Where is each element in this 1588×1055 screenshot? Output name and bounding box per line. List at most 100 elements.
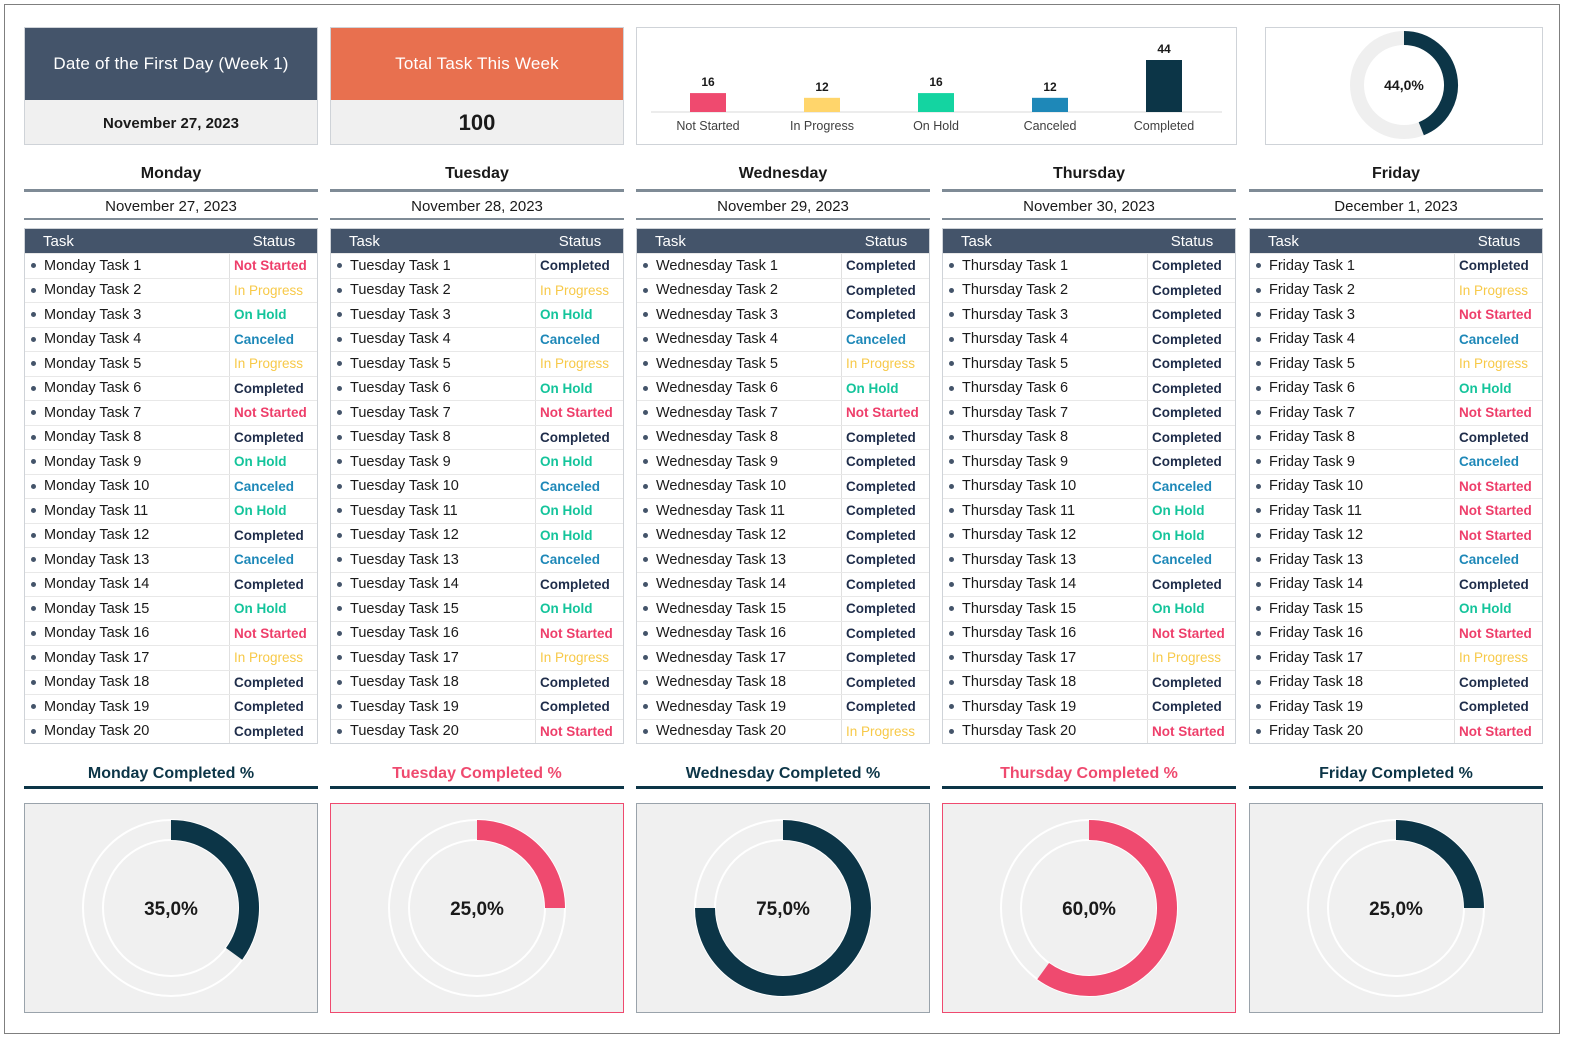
- task-cell[interactable]: Friday Task 17: [1250, 650, 1454, 666]
- task-cell[interactable]: Monday Task 7: [25, 405, 229, 421]
- status-cell[interactable]: Completed: [841, 425, 929, 449]
- task-cell[interactable]: Wednesday Task 9: [637, 454, 841, 470]
- status-cell[interactable]: On Hold: [1147, 499, 1235, 523]
- task-cell[interactable]: Wednesday Task 7: [637, 405, 841, 421]
- task-cell[interactable]: Friday Task 9: [1250, 454, 1454, 470]
- task-cell[interactable]: Wednesday Task 20: [637, 723, 841, 739]
- status-cell[interactable]: Canceled: [1454, 327, 1542, 351]
- first-day-value[interactable]: November 27, 2023: [103, 114, 239, 132]
- status-cell[interactable]: Completed: [1147, 695, 1235, 719]
- task-cell[interactable]: Wednesday Task 1: [637, 258, 841, 274]
- status-cell[interactable]: Completed: [841, 303, 929, 327]
- task-cell[interactable]: Thursday Task 14: [943, 576, 1147, 592]
- task-cell[interactable]: Monday Task 15: [25, 601, 229, 617]
- status-cell[interactable]: Canceled: [1147, 548, 1235, 572]
- task-cell[interactable]: Monday Task 2: [25, 282, 229, 298]
- status-cell[interactable]: Canceled: [535, 327, 623, 351]
- task-cell[interactable]: Tuesday Task 7: [331, 405, 535, 421]
- status-cell[interactable]: Completed: [229, 670, 317, 694]
- task-cell[interactable]: Thursday Task 12: [943, 527, 1147, 543]
- task-cell[interactable]: Thursday Task 5: [943, 356, 1147, 372]
- task-cell[interactable]: Tuesday Task 11: [331, 503, 535, 519]
- status-cell[interactable]: Canceled: [229, 474, 317, 498]
- task-cell[interactable]: Tuesday Task 2: [331, 282, 535, 298]
- status-cell[interactable]: Completed: [841, 499, 929, 523]
- status-cell[interactable]: In Progress: [535, 278, 623, 302]
- status-cell[interactable]: Not Started: [1454, 303, 1542, 327]
- task-cell[interactable]: Thursday Task 15: [943, 601, 1147, 617]
- task-cell[interactable]: Friday Task 20: [1250, 723, 1454, 739]
- status-cell[interactable]: Completed: [1147, 254, 1235, 278]
- status-cell[interactable]: In Progress: [841, 352, 929, 376]
- task-cell[interactable]: Friday Task 1: [1250, 258, 1454, 274]
- task-cell[interactable]: Tuesday Task 18: [331, 674, 535, 690]
- status-cell[interactable]: Completed: [535, 425, 623, 449]
- task-cell[interactable]: Tuesday Task 8: [331, 429, 535, 445]
- task-cell[interactable]: Thursday Task 17: [943, 650, 1147, 666]
- status-cell[interactable]: On Hold: [535, 303, 623, 327]
- task-cell[interactable]: Thursday Task 4: [943, 331, 1147, 347]
- task-cell[interactable]: Thursday Task 1: [943, 258, 1147, 274]
- status-cell[interactable]: Completed: [229, 695, 317, 719]
- status-cell[interactable]: Completed: [1147, 572, 1235, 596]
- task-cell[interactable]: Thursday Task 11: [943, 503, 1147, 519]
- status-cell[interactable]: Completed: [229, 425, 317, 449]
- task-cell[interactable]: Tuesday Task 12: [331, 527, 535, 543]
- task-cell[interactable]: Friday Task 2: [1250, 282, 1454, 298]
- task-cell[interactable]: Monday Task 11: [25, 503, 229, 519]
- task-cell[interactable]: Tuesday Task 5: [331, 356, 535, 372]
- task-cell[interactable]: Friday Task 14: [1250, 576, 1454, 592]
- status-cell[interactable]: Not Started: [1454, 401, 1542, 425]
- task-cell[interactable]: Friday Task 12: [1250, 527, 1454, 543]
- task-cell[interactable]: Tuesday Task 20: [331, 723, 535, 739]
- status-cell[interactable]: In Progress: [535, 352, 623, 376]
- status-cell[interactable]: Completed: [229, 376, 317, 400]
- task-cell[interactable]: Tuesday Task 15: [331, 601, 535, 617]
- task-cell[interactable]: Monday Task 8: [25, 429, 229, 445]
- status-cell[interactable]: Not Started: [1454, 474, 1542, 498]
- status-cell[interactable]: Not Started: [229, 621, 317, 645]
- status-cell[interactable]: Completed: [841, 670, 929, 694]
- status-cell[interactable]: Completed: [841, 278, 929, 302]
- status-cell[interactable]: On Hold: [535, 499, 623, 523]
- status-cell[interactable]: Not Started: [229, 254, 317, 278]
- task-cell[interactable]: Monday Task 17: [25, 650, 229, 666]
- task-cell[interactable]: Friday Task 3: [1250, 307, 1454, 323]
- task-cell[interactable]: Monday Task 16: [25, 625, 229, 641]
- status-cell[interactable]: Completed: [535, 254, 623, 278]
- status-cell[interactable]: On Hold: [229, 303, 317, 327]
- task-cell[interactable]: Tuesday Task 1: [331, 258, 535, 274]
- status-cell[interactable]: In Progress: [1454, 646, 1542, 670]
- task-cell[interactable]: Monday Task 1: [25, 258, 229, 274]
- status-cell[interactable]: Not Started: [1454, 621, 1542, 645]
- task-cell[interactable]: Friday Task 5: [1250, 356, 1454, 372]
- task-cell[interactable]: Monday Task 6: [25, 380, 229, 396]
- task-cell[interactable]: Tuesday Task 6: [331, 380, 535, 396]
- task-cell[interactable]: Wednesday Task 12: [637, 527, 841, 543]
- status-cell[interactable]: In Progress: [1454, 352, 1542, 376]
- status-cell[interactable]: On Hold: [535, 597, 623, 621]
- status-cell[interactable]: Not Started: [229, 401, 317, 425]
- task-cell[interactable]: Friday Task 11: [1250, 503, 1454, 519]
- task-cell[interactable]: Monday Task 5: [25, 356, 229, 372]
- task-cell[interactable]: Thursday Task 20: [943, 723, 1147, 739]
- status-cell[interactable]: Not Started: [841, 401, 929, 425]
- task-cell[interactable]: Monday Task 9: [25, 454, 229, 470]
- task-cell[interactable]: Thursday Task 3: [943, 307, 1147, 323]
- status-cell[interactable]: Canceled: [535, 548, 623, 572]
- status-cell[interactable]: Completed: [1454, 572, 1542, 596]
- status-cell[interactable]: Completed: [535, 695, 623, 719]
- status-cell[interactable]: Completed: [535, 572, 623, 596]
- status-cell[interactable]: Not Started: [1147, 719, 1235, 743]
- task-cell[interactable]: Thursday Task 16: [943, 625, 1147, 641]
- task-cell[interactable]: Monday Task 3: [25, 307, 229, 323]
- status-cell[interactable]: On Hold: [1454, 597, 1542, 621]
- status-cell[interactable]: On Hold: [229, 499, 317, 523]
- status-cell[interactable]: Completed: [229, 719, 317, 743]
- task-cell[interactable]: Wednesday Task 3: [637, 307, 841, 323]
- task-cell[interactable]: Monday Task 13: [25, 552, 229, 568]
- task-cell[interactable]: Wednesday Task 17: [637, 650, 841, 666]
- task-cell[interactable]: Wednesday Task 18: [637, 674, 841, 690]
- task-cell[interactable]: Thursday Task 8: [943, 429, 1147, 445]
- status-cell[interactable]: On Hold: [841, 376, 929, 400]
